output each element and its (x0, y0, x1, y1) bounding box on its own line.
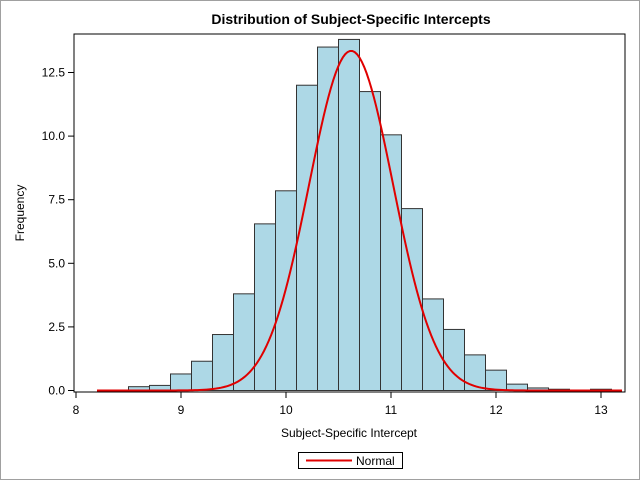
histogram-bar (212, 334, 234, 391)
histogram-bar (338, 38, 360, 392)
chart-title: Distribution of Subject-Specific Interce… (211, 11, 490, 27)
y-axis: 0.0 2.5 5.0 7.5 10.0 12.5 (42, 66, 74, 398)
y-tick-label: 0.0 (48, 384, 65, 398)
x-tick-label: 9 (178, 403, 185, 417)
histogram-bar (233, 293, 255, 391)
x-axis: 8 9 10 11 12 13 (73, 392, 608, 417)
x-axis-label: Subject-Specific Intercept (281, 426, 418, 440)
histogram-bar (170, 373, 192, 391)
x-tick-label: 12 (489, 403, 503, 417)
x-tick-label: 11 (385, 403, 398, 417)
histogram-bar (485, 369, 507, 391)
histogram-bar (191, 360, 213, 391)
bars-layer (128, 38, 612, 392)
y-tick-label: 12.5 (42, 66, 66, 80)
normal-curve-line (97, 49, 622, 392)
curve-layer (97, 49, 622, 392)
x-tick-label: 10 (279, 403, 293, 417)
y-tick-label: 10.0 (42, 129, 66, 143)
y-tick-label: 5.0 (48, 256, 65, 270)
y-tick-label: 7.5 (48, 193, 65, 207)
x-tick-label: 8 (73, 403, 80, 417)
legend: Normal (298, 452, 403, 469)
y-tick-label: 2.5 (48, 320, 65, 334)
histogram-bar (296, 84, 318, 391)
x-tick-label: 13 (594, 403, 608, 417)
histogram-bar (443, 328, 465, 392)
histogram-bar (422, 298, 444, 392)
histogram-bar (359, 91, 381, 392)
legend-label-normal: Normal (356, 454, 395, 468)
histogram-bar (254, 223, 276, 391)
y-axis-label: Frequency (13, 185, 27, 242)
